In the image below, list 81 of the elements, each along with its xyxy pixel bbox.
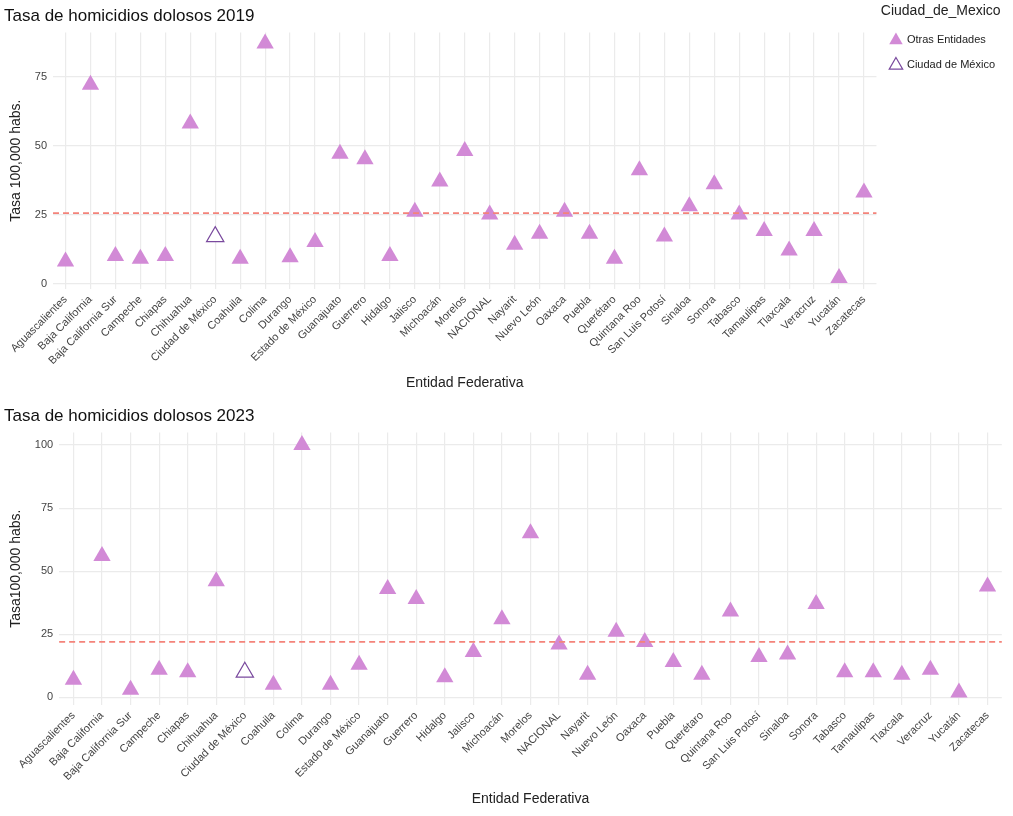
chart-title: Tasa de homicidios dolosos 2019 [4, 5, 255, 25]
point [181, 113, 199, 129]
point [131, 248, 150, 264]
point [505, 234, 524, 250]
y-tick-label: 75 [40, 501, 54, 514]
y-axis-title: Tasa 100,000 habs. [7, 99, 24, 222]
point [778, 644, 797, 660]
point [93, 546, 111, 562]
point [705, 174, 723, 190]
point [293, 435, 311, 451]
point [807, 594, 825, 610]
point [805, 221, 823, 237]
point [978, 576, 997, 592]
point [456, 141, 474, 157]
point [256, 33, 274, 49]
point [205, 225, 225, 243]
point [580, 223, 599, 239]
point [281, 247, 299, 263]
y-tick-label: 75 [34, 69, 48, 82]
point [407, 589, 425, 604]
point [730, 204, 748, 220]
point [530, 223, 549, 239]
point [356, 149, 374, 165]
point [378, 578, 397, 594]
point [464, 642, 483, 658]
point [655, 226, 674, 242]
x-axis-title: Entidad Federativa [405, 374, 524, 391]
y-tick-label: 25 [34, 207, 48, 220]
point [264, 674, 283, 690]
point [406, 201, 424, 217]
y-tick-label: 0 [40, 276, 48, 289]
point [306, 232, 324, 248]
point [64, 669, 83, 685]
point [81, 74, 100, 90]
point [721, 601, 740, 617]
y-axis-title: Tasa100,000 habs. [7, 509, 24, 628]
point [179, 662, 197, 678]
point [630, 160, 649, 176]
point [235, 661, 255, 678]
point [431, 171, 449, 187]
point [921, 659, 940, 675]
point [150, 659, 168, 675]
point [436, 667, 454, 683]
legend-label: Otras Entidades [906, 33, 987, 46]
point [693, 664, 711, 680]
point [605, 248, 624, 264]
legend-label: Ciudad de México [906, 58, 996, 71]
point [121, 679, 140, 695]
point [331, 143, 349, 159]
point [381, 245, 399, 261]
y-tick-label: 0 [47, 690, 54, 703]
y-tick-label: 25 [40, 627, 54, 640]
y-tick-label: 50 [40, 564, 54, 577]
point [350, 654, 368, 670]
point [755, 221, 773, 237]
point [780, 240, 798, 256]
chart-title: Tasa de homicidios dolosos 2023 [4, 405, 255, 425]
legend-title: Ciudad_de_Mexico [880, 1, 1001, 18]
point [231, 248, 249, 264]
y-tick-label: 50 [34, 138, 48, 151]
point [481, 204, 499, 220]
point [830, 267, 848, 283]
point [156, 245, 174, 261]
point [56, 251, 75, 267]
point [521, 523, 540, 539]
point [664, 652, 682, 668]
point [607, 621, 625, 637]
point [855, 182, 873, 198]
point [106, 245, 125, 261]
point [493, 609, 511, 625]
point [950, 682, 968, 698]
x-axis-title: Entidad Federativa [471, 790, 590, 807]
y-tick-label: 100 [34, 438, 54, 451]
point [750, 647, 768, 663]
point [680, 196, 698, 212]
point [578, 664, 597, 680]
point [207, 571, 225, 587]
point [836, 662, 854, 678]
point [321, 674, 340, 690]
point [864, 662, 882, 678]
point [893, 664, 911, 680]
